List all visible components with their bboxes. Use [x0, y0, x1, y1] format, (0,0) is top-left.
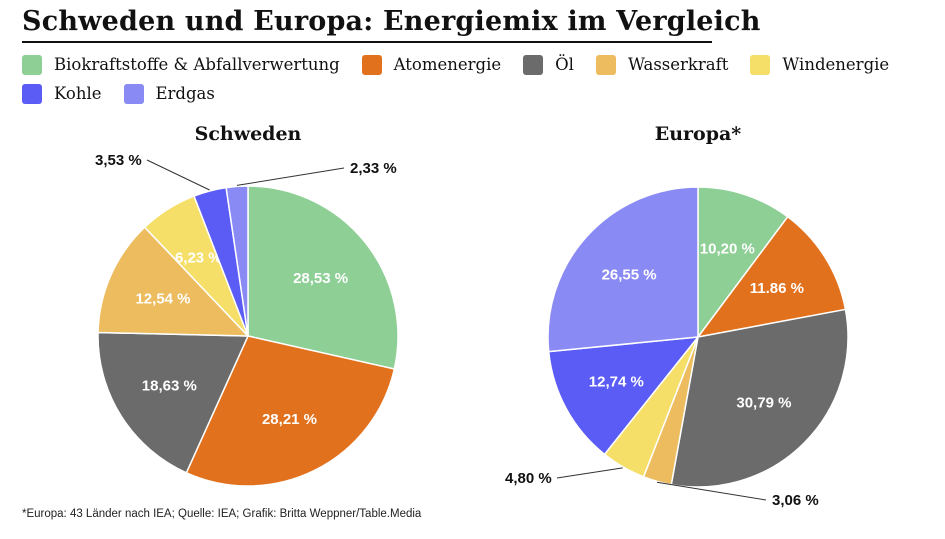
data-label: 3,06 %: [772, 492, 819, 509]
data-label: 28,53 %: [293, 270, 348, 287]
pie-chart: Schweden 28,53 % 28,21 % 18,63 % 12,54 % 6,23…: [95, 123, 399, 487]
data-label: 10,20 %: [700, 241, 755, 258]
leader-line: [146, 159, 210, 191]
data-label: 26,55 %: [602, 267, 657, 284]
legend-item: Kohle: [22, 79, 102, 108]
pie-slice: [247, 185, 399, 370]
data-label: 12,54 %: [135, 290, 190, 307]
pie-slice: [547, 186, 699, 353]
data-label: 3,53 %: [95, 152, 142, 169]
legend-label: Erdgas: [155, 84, 215, 103]
pie-slice: [697, 186, 789, 340]
legend-swatch: [22, 83, 42, 104]
data-label: 11.86 %: [750, 280, 804, 297]
data-label: 2,33 %: [350, 160, 397, 177]
legend-label: Biokraftstoffe & Abfallverwertung: [54, 55, 340, 74]
chart-title: Schweden und Europa: Energiemix im Vergl…: [22, 6, 761, 37]
legend-label: Öl: [555, 55, 574, 74]
pie-slice: [670, 308, 849, 488]
legend-item: Erdgas: [123, 79, 215, 108]
pie-slice: [547, 336, 700, 456]
legend-label: Kohle: [54, 84, 102, 103]
footnote: *Europa: 43 Länder nach IEA; Quelle: IEA…: [22, 508, 422, 520]
data-label: 6,23 %: [175, 249, 222, 266]
legend-item: Windenergie: [750, 50, 889, 79]
data-label: 18,63 %: [142, 378, 197, 395]
data-label: 12,74 %: [589, 373, 644, 390]
legend-label: Wasserkraft: [627, 55, 729, 74]
pie-slice: [696, 215, 847, 339]
legend-label: Atomenergie: [393, 55, 502, 74]
leader-line: [656, 481, 767, 501]
pie-slice: [225, 185, 249, 337]
legend-swatch: [22, 54, 42, 75]
legend-swatch: [523, 54, 544, 75]
pie-title: Europa*: [655, 123, 742, 145]
legend: Biokraftstoffe & Abfallverwertung Atomene…: [22, 50, 937, 108]
pie-title: Schweden: [195, 123, 302, 145]
legend-swatch: [123, 83, 144, 104]
legend-item: Biokraftstoffe & Abfallverwertung: [22, 50, 340, 79]
pie-slice: [185, 335, 396, 487]
pie-chart: Europa* 10,20 % 11.86 % 30,79 % 3,06 % 4,80 %…: [505, 123, 849, 509]
legend-swatch: [750, 54, 771, 75]
pie-slice: [97, 331, 250, 474]
leader-line: [556, 467, 623, 479]
legend-item: Wasserkraft: [595, 50, 729, 79]
data-label: 30,79 %: [736, 395, 791, 412]
pie-slice: [97, 226, 250, 337]
legend-item: Atomenergie: [361, 50, 502, 79]
title-underline: [22, 41, 712, 43]
data-label: 28,21 %: [262, 411, 317, 428]
legend-item: Öl: [523, 50, 574, 79]
legend-swatch: [595, 54, 616, 75]
data-label: 4,80 %: [505, 470, 552, 487]
legend-label: Windenergie: [782, 55, 890, 74]
leader-line: [236, 167, 345, 186]
legend-swatch: [361, 54, 382, 75]
